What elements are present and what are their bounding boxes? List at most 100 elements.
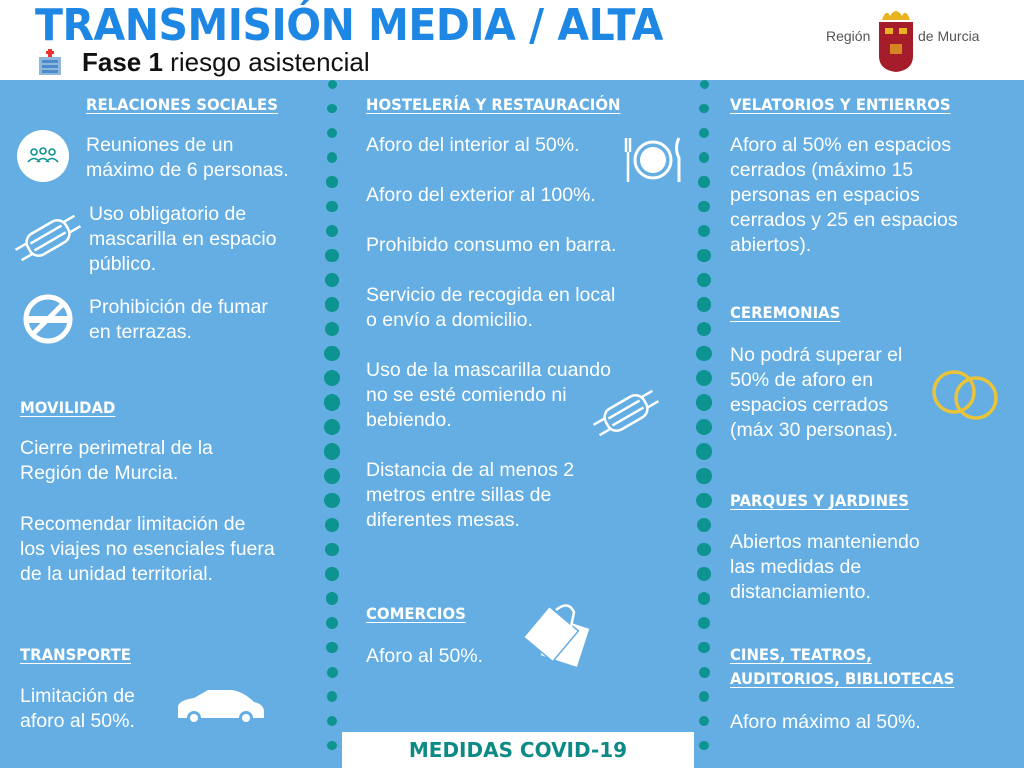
text-comercios: Aforo al 50%. (366, 645, 484, 667)
coat-of-arms-icon (879, 11, 913, 72)
divider-dot (698, 127, 710, 139)
divider-dot (695, 394, 713, 411)
divider-dot (699, 79, 709, 89)
divider-dot (324, 517, 340, 533)
logo-text-left: Región (826, 28, 871, 44)
divider-dot (695, 418, 713, 436)
divider-dot (696, 468, 712, 484)
divider-dot (696, 345, 712, 362)
divider-dot (324, 370, 340, 386)
divider-dot (323, 443, 341, 460)
divider-dot (697, 273, 711, 287)
divider-dot (324, 492, 340, 509)
text-cines: Aforo máximo al 50%. (730, 711, 921, 733)
divider-dot (326, 200, 338, 213)
phase-subtitle: Fase 1 riesgo asistencial (82, 47, 370, 78)
divider-dot (326, 641, 338, 654)
text-fumar: Prohibición de fumar en terrazas. (89, 296, 268, 343)
divider-dot (327, 103, 337, 114)
divider-dot (325, 616, 339, 630)
car-icon (178, 690, 264, 725)
text-cierre: Cierre perimetral de la Región de Murcia… (20, 437, 213, 484)
divider-dot (325, 224, 339, 238)
divider-dot (696, 370, 712, 386)
divider-dot (326, 666, 338, 678)
heading-ceremonias: CEREMONIAS (730, 303, 841, 322)
text-transporte: Limitación de aforo al 50%. (20, 685, 135, 732)
divider-dot (324, 468, 340, 484)
hospital-icon (39, 49, 61, 75)
divider-dot (326, 152, 338, 163)
text-distancia: Distancia de al menos 2 metros entre sil… (366, 459, 575, 531)
text-velatorios: Aforo al 50% en espacios cerrados (máxim… (730, 134, 958, 256)
divider-dot (698, 176, 710, 188)
heading-comercios: COMERCIOS (366, 604, 466, 623)
heading-cines: CINES, TEATROS, AUDITORIOS, BIBLIOTECAS (730, 645, 955, 688)
plate-cutlery-icon (624, 137, 681, 182)
logo-text-right: de Murcia (918, 28, 980, 44)
divider-dot (697, 542, 711, 557)
divider-dot (325, 567, 339, 581)
divider-dot (327, 740, 337, 751)
phase-label: Fase 1 (82, 47, 163, 77)
text-aforo-interior: Aforo del interior al 50%. (366, 134, 580, 156)
people-group-icon (17, 130, 69, 182)
divider-dot (697, 224, 711, 238)
content-panel (0, 80, 1024, 768)
divider-dot (695, 443, 713, 460)
divider-dot (327, 79, 337, 89)
heading-movilidad: MOVILIDAD (20, 398, 116, 417)
divider-dot (326, 691, 338, 702)
divider-dot (326, 176, 338, 188)
heading-parques: PARQUES Y JARDINES (730, 491, 909, 510)
footer-label: MEDIDAS COVID-19 (342, 732, 694, 768)
text-aforo-exterior: Aforo del exterior al 100%. (366, 184, 596, 206)
text-reuniones: Reuniones de un máximo de 6 personas. (86, 134, 289, 181)
divider-dot (696, 492, 712, 509)
divider-dot (327, 716, 337, 726)
divider-dot (696, 321, 712, 337)
region-murcia-logo: Región de Murcia (826, 6, 996, 74)
divider-dot (323, 394, 341, 411)
divider-dot (699, 716, 709, 726)
text-mascarilla: Uso obligatorio de mascarilla en espacio… (89, 203, 277, 275)
divider-dot (699, 103, 709, 114)
divider-dot (697, 248, 711, 263)
text-barra: Prohibido consumo en barra. (366, 234, 617, 256)
phase-description: riesgo asistencial (162, 47, 370, 77)
divider-dot (324, 297, 340, 312)
face-mask-icon (14, 214, 82, 262)
divider-dot (699, 740, 709, 751)
no-smoking-icon (23, 294, 73, 344)
text-mascarilla-hosteleria: Uso de la mascarilla cuando no se esté c… (366, 359, 611, 431)
divider-dot (698, 666, 710, 678)
divider-dot (698, 691, 710, 702)
divider-dot (696, 517, 712, 533)
heading-transporte: TRANSPORTE (20, 645, 131, 664)
divider-dot (324, 345, 340, 362)
text-ceremonias: No podrá superar el 50% de aforo en espa… (730, 344, 903, 441)
divider-dot (697, 616, 711, 630)
divider-dot (325, 248, 339, 263)
divider-dot (324, 321, 340, 337)
divider-dot (698, 200, 710, 213)
text-parques: Abiertos manteniendo las medidas de dist… (730, 531, 920, 603)
divider-dot (698, 152, 710, 163)
face-mask-icon (592, 389, 660, 437)
heading-relaciones-sociales: RELACIONES SOCIALES (86, 95, 278, 114)
divider-dot (325, 592, 339, 605)
divider-dot (325, 273, 339, 287)
divider-dot (696, 297, 712, 312)
divider-dot (697, 592, 711, 605)
text-recogida: Servicio de recogida en local o envío a … (366, 284, 616, 331)
divider-dot (698, 641, 710, 654)
divider-dot (697, 567, 711, 581)
wedding-rings-icon (932, 370, 998, 420)
divider-dot (326, 127, 338, 139)
page-title: TRANSMISIÓN MEDIA / ALTA (35, 0, 663, 51)
divider-dot (323, 418, 341, 436)
divider-dot (325, 542, 339, 557)
heading-hosteleria: HOSTELERÍA Y RESTAURACIÓN (366, 95, 621, 114)
heading-velatorios: VELATORIOS Y ENTIERROS (730, 95, 951, 114)
shopping-bags-icon (522, 604, 590, 667)
